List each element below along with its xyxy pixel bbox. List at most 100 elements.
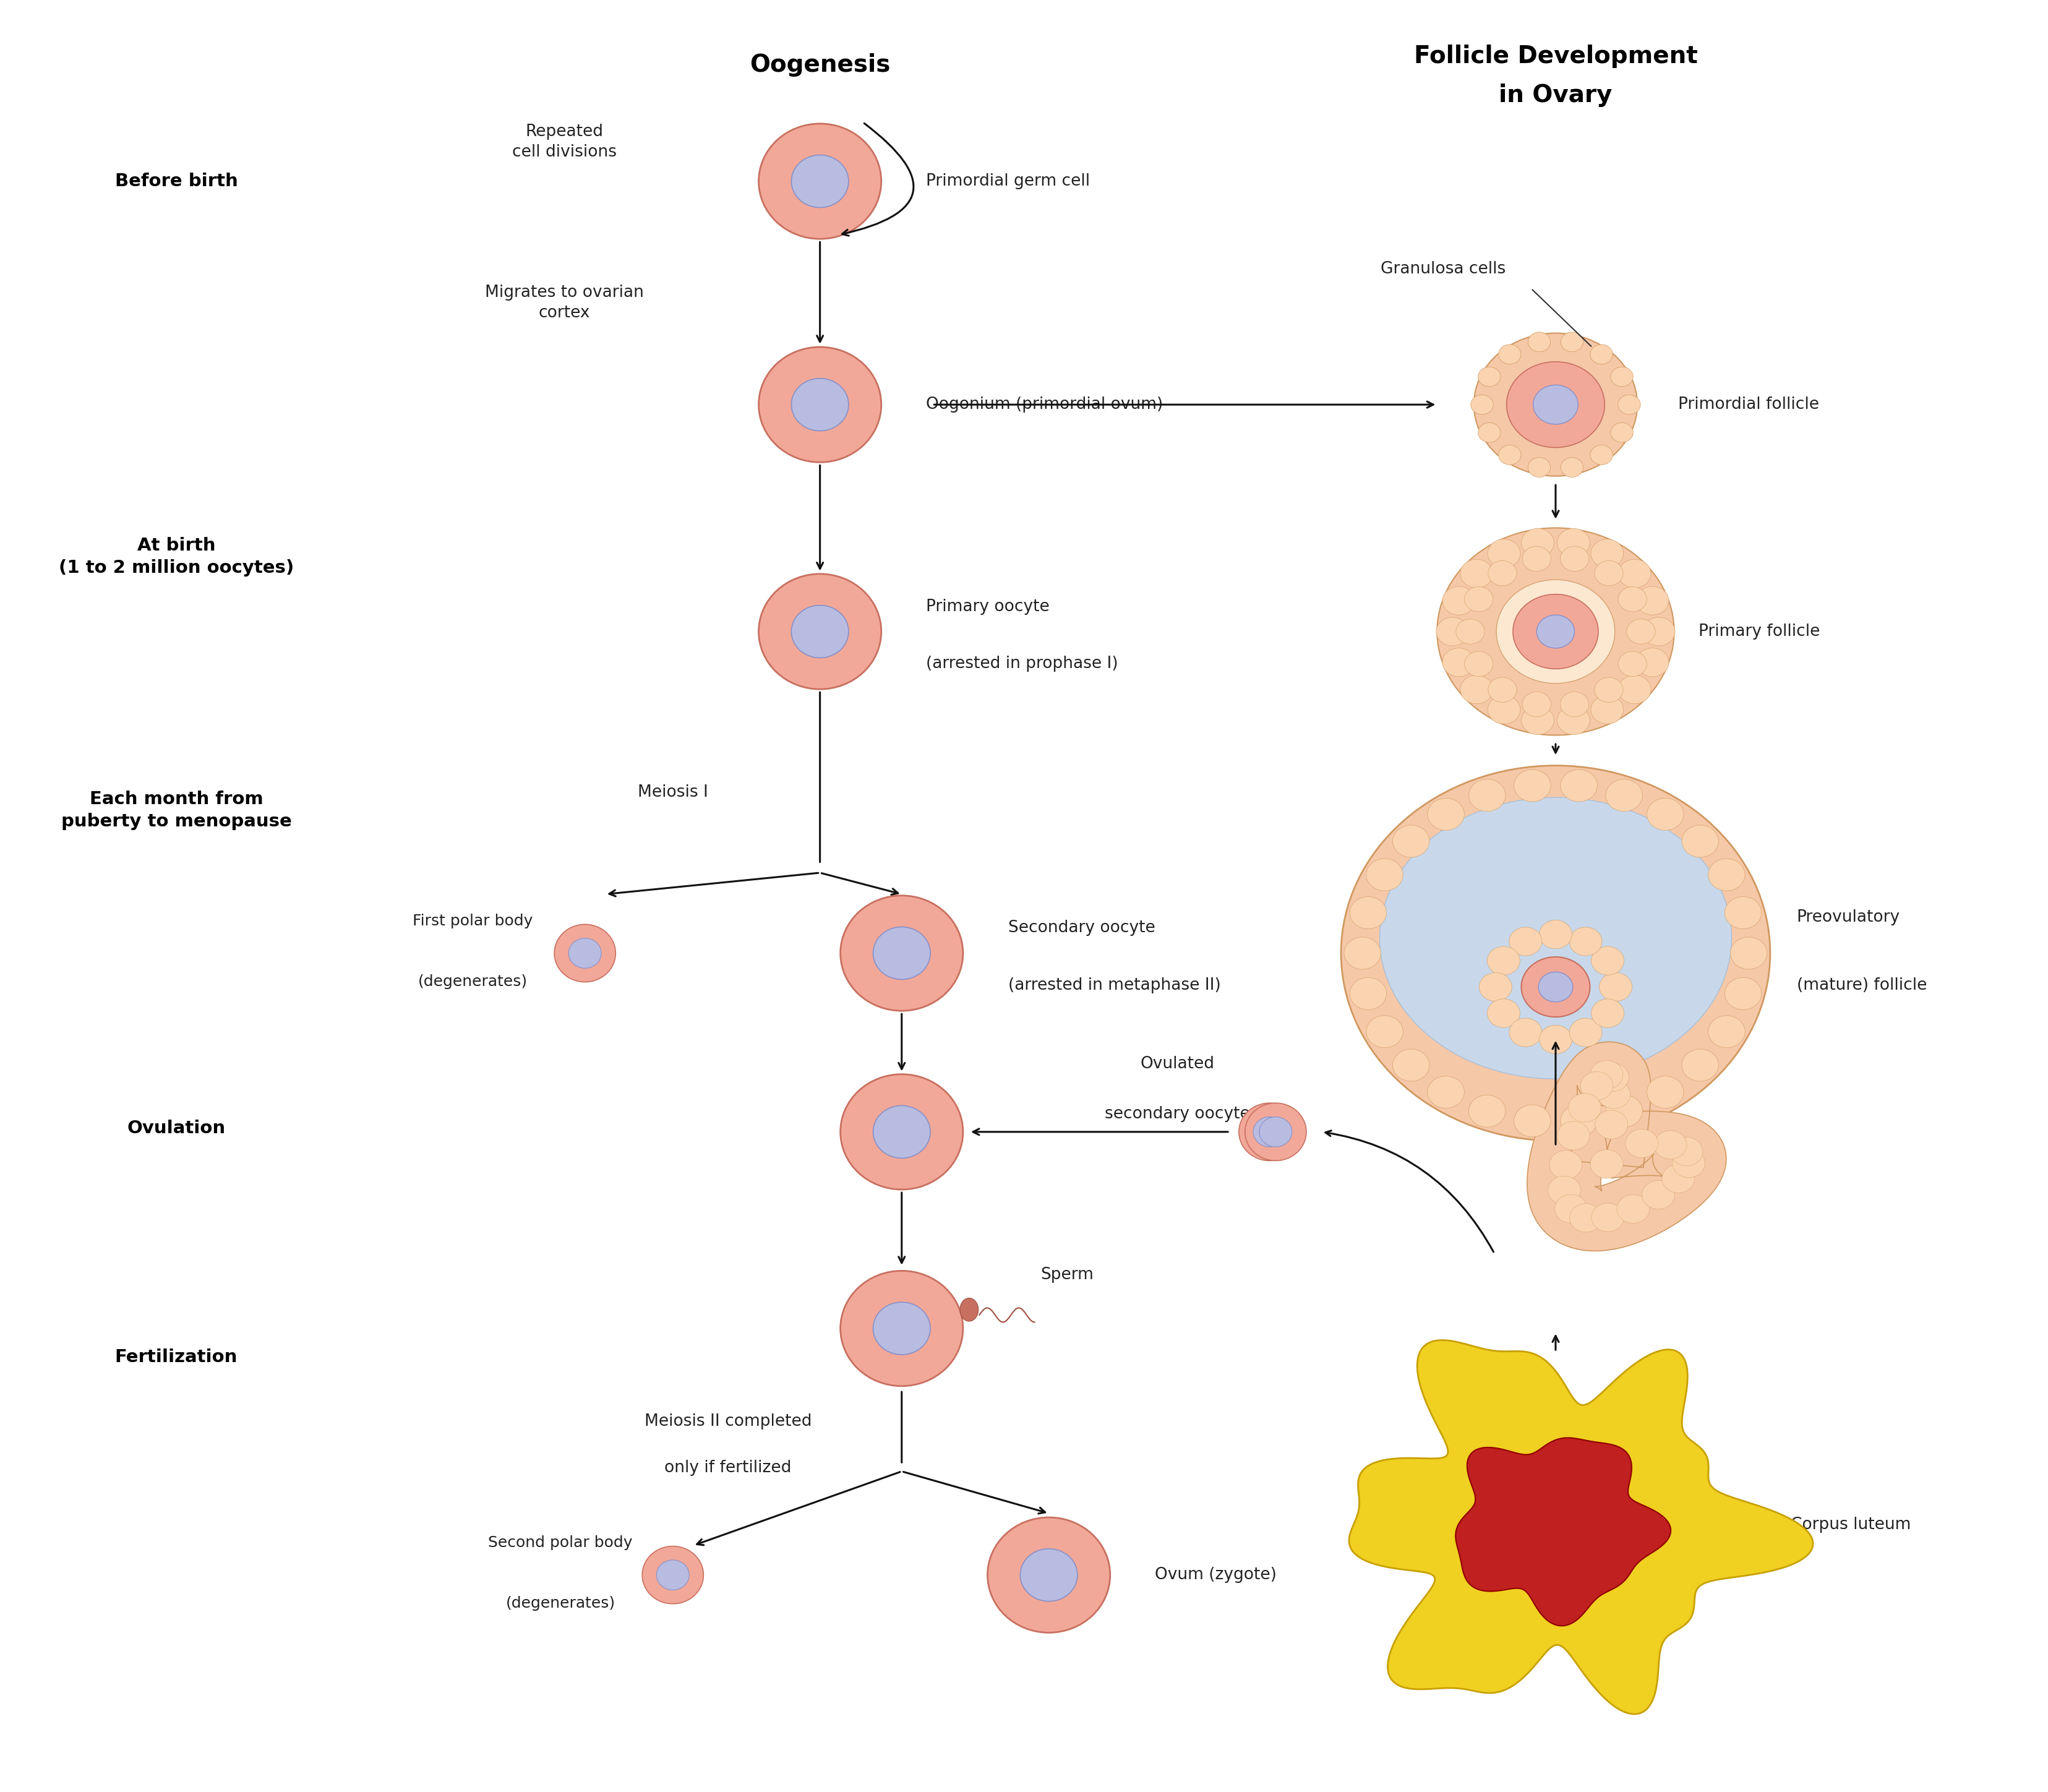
Ellipse shape [791, 606, 848, 658]
Circle shape [1669, 1138, 1702, 1167]
Circle shape [1561, 1104, 1597, 1136]
Text: secondary oocyte: secondary oocyte [1104, 1106, 1249, 1122]
Circle shape [1724, 977, 1761, 1009]
Circle shape [1468, 1095, 1505, 1127]
Text: Primary oocyte: Primary oocyte [926, 599, 1049, 615]
Circle shape [1569, 1204, 1602, 1233]
Text: First polar body: First polar body [412, 914, 532, 928]
Circle shape [1350, 977, 1386, 1009]
Circle shape [1647, 797, 1683, 830]
Text: Corpus luteum: Corpus luteum [1790, 1518, 1911, 1532]
Text: At birth
(1 to 2 million oocytes): At birth (1 to 2 million oocytes) [59, 538, 293, 577]
Circle shape [1554, 1195, 1587, 1222]
Circle shape [1599, 973, 1632, 1002]
Circle shape [1487, 946, 1520, 975]
Circle shape [1624, 1129, 1657, 1158]
Circle shape [1708, 858, 1745, 891]
Circle shape [1591, 1202, 1624, 1231]
Circle shape [1626, 618, 1655, 643]
Text: only if fertilized: only if fertilized [664, 1460, 791, 1477]
Circle shape [1436, 529, 1673, 735]
Ellipse shape [1378, 797, 1731, 1079]
Circle shape [1591, 946, 1624, 975]
Circle shape [1556, 529, 1589, 557]
Circle shape [1468, 780, 1505, 812]
Circle shape [1497, 444, 1520, 464]
Text: (arrested in metaphase II): (arrested in metaphase II) [1008, 977, 1221, 993]
Circle shape [1647, 1075, 1683, 1107]
Text: Follicle Development: Follicle Development [1413, 45, 1698, 68]
Circle shape [1464, 586, 1493, 611]
Text: Second polar body: Second polar body [487, 1536, 633, 1550]
Circle shape [1464, 652, 1493, 676]
Circle shape [1487, 695, 1520, 724]
Circle shape [1366, 1016, 1403, 1048]
Ellipse shape [655, 1561, 688, 1590]
Circle shape [1595, 1111, 1628, 1140]
Circle shape [1618, 394, 1640, 414]
Ellipse shape [840, 1073, 963, 1190]
Circle shape [1618, 559, 1651, 588]
Circle shape [1393, 1048, 1430, 1081]
Text: (mature) follicle: (mature) follicle [1796, 977, 1927, 993]
Text: (degenerates): (degenerates) [506, 1597, 614, 1611]
Polygon shape [1526, 1041, 1726, 1251]
Circle shape [1479, 973, 1511, 1002]
Ellipse shape [872, 1106, 930, 1158]
Text: Granulosa cells: Granulosa cells [1380, 262, 1505, 276]
Text: (arrested in prophase I): (arrested in prophase I) [926, 656, 1118, 672]
Circle shape [1589, 444, 1612, 464]
Circle shape [1427, 797, 1464, 830]
Circle shape [1456, 618, 1485, 643]
Ellipse shape [641, 1546, 702, 1604]
Circle shape [1509, 926, 1542, 955]
Circle shape [1681, 1048, 1718, 1081]
Circle shape [1556, 706, 1589, 735]
Circle shape [1591, 539, 1622, 568]
Circle shape [1548, 1150, 1581, 1179]
Circle shape [1427, 1075, 1464, 1107]
Ellipse shape [569, 939, 602, 968]
Text: Ovum (zygote): Ovum (zygote) [1155, 1566, 1276, 1582]
Circle shape [1606, 1095, 1642, 1127]
Ellipse shape [1532, 385, 1577, 425]
Ellipse shape [840, 1271, 963, 1385]
Circle shape [1366, 858, 1403, 891]
Circle shape [1522, 692, 1550, 717]
Text: Migrates to ovarian
cortex: Migrates to ovarian cortex [485, 285, 643, 321]
Text: Primordial germ cell: Primordial germ cell [926, 174, 1090, 190]
Circle shape [1597, 1081, 1630, 1109]
Circle shape [1473, 333, 1636, 477]
Circle shape [1653, 1131, 1686, 1159]
Text: Preovulatory: Preovulatory [1796, 909, 1901, 925]
Text: Repeated
cell divisions: Repeated cell divisions [512, 124, 616, 159]
Ellipse shape [1239, 1104, 1300, 1161]
Ellipse shape [987, 1518, 1110, 1633]
Circle shape [1528, 457, 1550, 477]
Ellipse shape [961, 1297, 979, 1321]
Circle shape [1591, 998, 1624, 1027]
Circle shape [1479, 423, 1499, 443]
Text: Before birth: Before birth [115, 172, 238, 190]
Ellipse shape [1245, 1104, 1307, 1161]
Circle shape [1522, 529, 1554, 557]
Circle shape [1642, 1181, 1673, 1210]
Ellipse shape [758, 124, 881, 238]
Circle shape [1350, 896, 1386, 928]
Circle shape [1561, 692, 1589, 717]
Ellipse shape [1538, 971, 1573, 1002]
Circle shape [1618, 676, 1651, 704]
Circle shape [1618, 586, 1647, 611]
Circle shape [1661, 1165, 1694, 1193]
Ellipse shape [1020, 1548, 1077, 1602]
Circle shape [1509, 1018, 1542, 1047]
Ellipse shape [1260, 1116, 1292, 1147]
Circle shape [1460, 676, 1493, 704]
Circle shape [1522, 706, 1554, 735]
Polygon shape [1350, 1340, 1812, 1715]
Circle shape [1616, 1195, 1649, 1224]
Ellipse shape [791, 378, 848, 430]
Circle shape [1671, 1149, 1704, 1177]
Circle shape [1636, 586, 1669, 615]
Circle shape [1569, 1093, 1602, 1122]
